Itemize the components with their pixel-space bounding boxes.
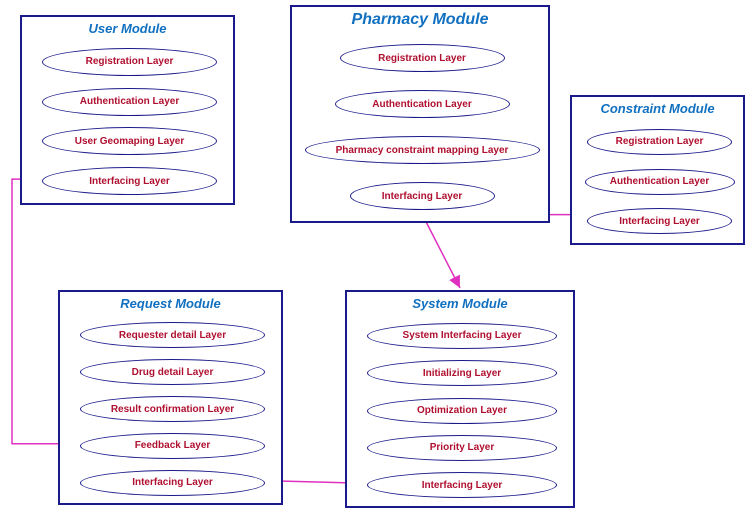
request-layer-2: Result confirmation Layer bbox=[80, 396, 265, 422]
user-layer-0: Registration Layer bbox=[42, 48, 217, 76]
pharmacy-layer-3: Interfacing Layer bbox=[350, 182, 495, 210]
system-module: System Module System Interfacing Layer Ini… bbox=[345, 290, 575, 508]
pharmacy-module-title: Pharmacy Module bbox=[292, 11, 548, 29]
user-layer-2: User Geomaping Layer bbox=[42, 127, 217, 155]
pharmacy-module: Pharmacy Module Registration Layer Authent… bbox=[290, 5, 550, 223]
request-layer-1: Drug detail Layer bbox=[80, 359, 265, 385]
request-module-title: Request Module bbox=[60, 296, 281, 311]
request-module: Request Module Requester detail Layer Drug… bbox=[58, 290, 283, 505]
system-layer-1: Initializing Layer bbox=[367, 360, 557, 386]
constraint-layer-2: Interfacing Layer bbox=[587, 208, 732, 234]
system-layer-0: System Interfacing Layer bbox=[367, 323, 557, 349]
user-module: User Module Registration Layer Authenticat… bbox=[20, 15, 235, 205]
pharmacy-layer-1: Authentication Layer bbox=[335, 90, 510, 118]
system-module-title: System Module bbox=[347, 296, 573, 311]
pharmacy-layer-0: Registration Layer bbox=[340, 44, 505, 72]
request-layer-4: Interfacing Layer bbox=[80, 470, 265, 496]
constraint-module: Constraint Module Registration Layer Authe… bbox=[570, 95, 745, 245]
constraint-layer-0: Registration Layer bbox=[587, 129, 732, 155]
system-layer-2: Optimization Layer bbox=[367, 398, 557, 424]
user-layer-3: Interfacing Layer bbox=[42, 167, 217, 195]
pharmacy-layer-2: Pharmacy constraint mapping Layer bbox=[305, 136, 540, 164]
user-module-title: User Module bbox=[22, 21, 233, 36]
constraint-module-title: Constraint Module bbox=[572, 101, 743, 116]
system-layer-4: Interfacing Layer bbox=[367, 472, 557, 498]
request-layer-3: Feedback Layer bbox=[80, 433, 265, 459]
request-layer-0: Requester detail Layer bbox=[80, 322, 265, 348]
constraint-layer-1: Authentication Layer bbox=[585, 169, 735, 195]
user-layer-1: Authentication Layer bbox=[42, 88, 217, 116]
system-layer-3: Priority Layer bbox=[367, 435, 557, 461]
